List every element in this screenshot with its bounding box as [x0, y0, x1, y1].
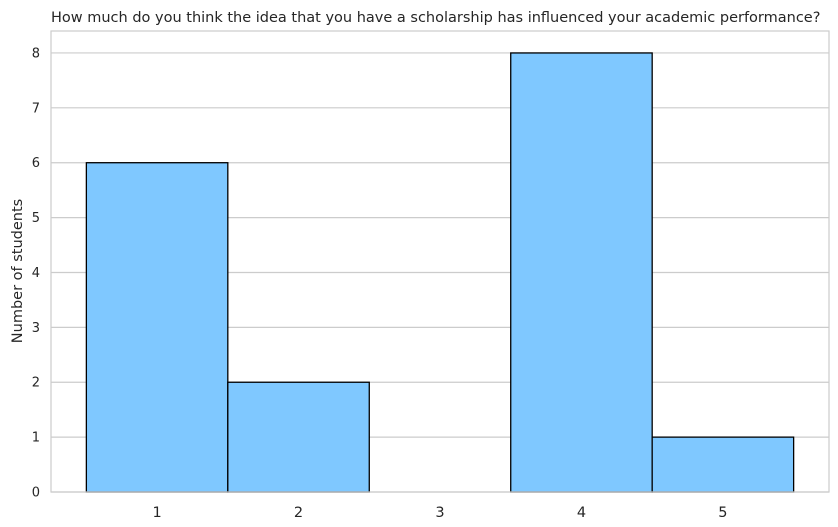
- bar-5: [651, 436, 795, 493]
- y-tick-label: 0: [32, 486, 40, 501]
- y-tick-label: 6: [32, 156, 40, 171]
- y-tick-label: 2: [32, 376, 40, 391]
- bar-4: [510, 52, 653, 493]
- plot-frame: [50, 30, 830, 493]
- x-tick-label: 5: [718, 505, 727, 521]
- bars: [85, 52, 795, 493]
- x-tick-label: 1: [152, 505, 161, 521]
- y-tick-labels: 0 1 2 3 4 5 6 7 8: [32, 46, 40, 500]
- chart-title: How much do you think the idea that you …: [51, 10, 820, 26]
- x-tick-label: 4: [577, 505, 586, 521]
- y-tick-label: 7: [32, 101, 40, 116]
- x-tick-label: 3: [435, 505, 444, 521]
- y-axis-label: Number of students: [10, 199, 26, 343]
- y-tick-label: 5: [32, 211, 40, 226]
- y-tick-label: 4: [32, 266, 40, 281]
- y-tick-label: 3: [32, 321, 40, 336]
- x-tick-labels: 1 2 3 4 5: [152, 505, 727, 521]
- bar-2: [227, 381, 370, 493]
- y-tick-label: 8: [32, 46, 40, 61]
- y-tick-label: 1: [32, 431, 40, 446]
- x-tick-label: 2: [294, 505, 303, 521]
- bar-1: [85, 162, 229, 493]
